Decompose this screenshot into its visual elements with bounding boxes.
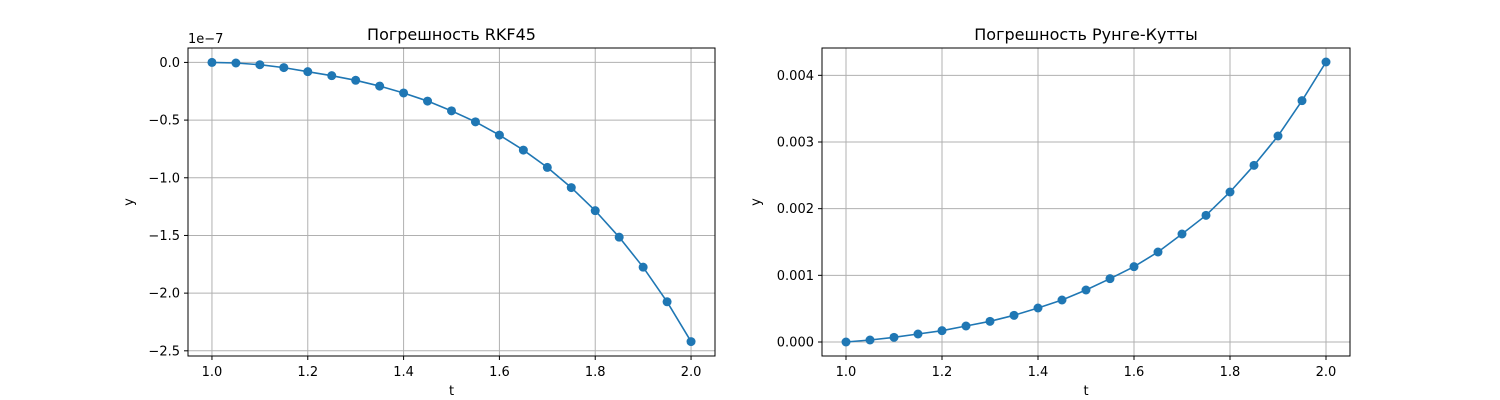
data-point (351, 75, 361, 85)
data-point (255, 60, 265, 70)
data-point (686, 337, 696, 347)
data-point (1009, 310, 1019, 320)
data-point (518, 145, 528, 155)
data-point (1297, 96, 1307, 106)
chart-rkf45-error: 1.0 1.2 1.4 1.6 1.8 2.0 0.0 −0.5 −1.0 −1.5 −2.0 −2.… (122, 25, 716, 399)
y-tick-label: 0.003 (777, 136, 814, 151)
x-tick-label: 1.2 (932, 365, 953, 380)
x-tick-label: 1.0 (202, 365, 223, 380)
data-point (614, 232, 624, 242)
x-tick-label: 1.6 (1124, 365, 1145, 380)
chart-title: Погрешность RKF45 (367, 25, 536, 44)
data-point (913, 329, 923, 339)
data-point (590, 206, 600, 216)
data-point (638, 262, 648, 272)
y-tick-label: −1.5 (148, 229, 180, 244)
x-tick-label: 1.0 (836, 365, 857, 380)
x-tick-label: 2.0 (1316, 365, 1337, 380)
x-axis-label: t (1083, 384, 1088, 399)
data-point (1057, 295, 1067, 305)
x-tick-label: 1.8 (585, 365, 606, 380)
x-tick-label: 1.2 (297, 365, 318, 380)
data-point (447, 106, 456, 116)
data-point (865, 335, 875, 345)
data-point (1225, 187, 1235, 197)
data-point (937, 326, 947, 336)
data-point (1177, 229, 1187, 239)
data-point (231, 58, 241, 68)
data-point (279, 63, 289, 73)
data-point (303, 67, 313, 77)
data-point (327, 71, 337, 81)
data-point (1105, 274, 1115, 284)
y-axis-label: y (749, 198, 764, 206)
data-point (1321, 57, 1331, 67)
y-tick-label: −2.0 (148, 287, 180, 302)
data-point (662, 297, 672, 307)
data-point (207, 57, 217, 67)
y-tick-label: −0.5 (148, 114, 180, 129)
data-point (1129, 262, 1139, 272)
data-point (1201, 210, 1211, 220)
plot-area (188, 48, 715, 356)
data-point (1033, 303, 1043, 313)
data-point (1153, 247, 1163, 257)
data-point (566, 183, 576, 193)
data-point (1273, 131, 1283, 141)
x-tick-label: 1.6 (489, 365, 510, 380)
x-tick-label: 1.4 (393, 365, 414, 380)
data-point (961, 321, 971, 331)
plot-frame (821, 47, 1351, 357)
data-point (470, 117, 480, 127)
y-tick-label: 0.004 (777, 69, 814, 84)
data-point (375, 81, 385, 91)
data-point (841, 337, 851, 347)
data-point (1081, 285, 1091, 295)
x-axis-label: t (449, 384, 454, 399)
data-point (399, 88, 409, 98)
y-tick-label: 0.002 (777, 202, 814, 217)
x-tick-label: 1.8 (1220, 365, 1241, 380)
plot-area (822, 48, 1350, 356)
y-tick-label: −2.5 (148, 344, 180, 359)
data-point (1249, 160, 1259, 170)
y-tick-label: 0.001 (777, 269, 814, 284)
data-point (423, 96, 433, 106)
data-point (985, 316, 995, 326)
chart-title: Погрешность Рунге-Кутты (974, 25, 1197, 44)
y-tick-label: 0.000 (777, 336, 814, 351)
data-point (494, 130, 504, 140)
chart-runge-kutta-error: 1.0 1.2 1.4 1.6 1.8 2.0 0.000 0.001 0.002 0.003 0.… (749, 25, 1351, 399)
y-axis-offset-text: 1e−7 (188, 32, 223, 47)
y-tick-label: 0.0 (159, 56, 180, 71)
y-axis-label: y (122, 198, 137, 206)
x-tick-label: 2.0 (681, 365, 702, 380)
y-tick-label: −1.0 (148, 171, 180, 186)
data-point (889, 332, 899, 342)
x-tick-label: 1.4 (1028, 365, 1049, 380)
data-point (542, 162, 552, 172)
plot-frame (187, 47, 716, 357)
